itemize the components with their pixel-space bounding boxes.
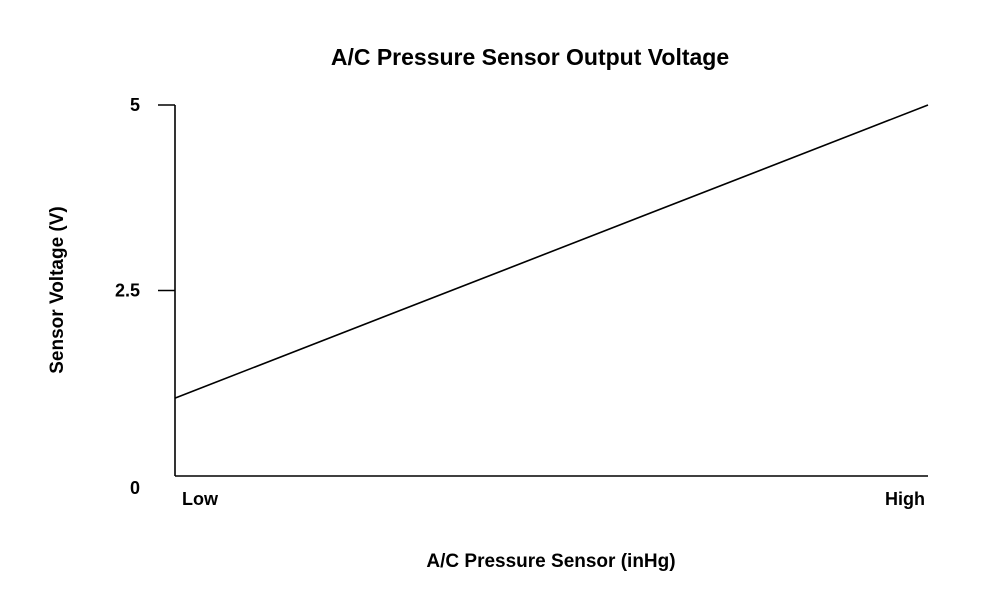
series-line: [174, 104, 929, 399]
x-tick-label: High: [885, 489, 925, 509]
tick-group: 0 2.5 5 Low High: [115, 95, 925, 509]
axes: [174, 105, 928, 477]
y-tick-label: 0: [130, 478, 140, 498]
chart-title: A/C Pressure Sensor Output Voltage: [331, 44, 729, 70]
y-axis-label: Sensor Voltage (V): [47, 206, 68, 374]
x-tick-label: Low: [182, 489, 219, 509]
x-axis-label: A/C Pressure Sensor (inHg): [426, 551, 675, 572]
y-tick-label: 2.5: [115, 281, 140, 301]
y-tick-label: 5: [130, 95, 140, 115]
series-group: [174, 104, 929, 399]
